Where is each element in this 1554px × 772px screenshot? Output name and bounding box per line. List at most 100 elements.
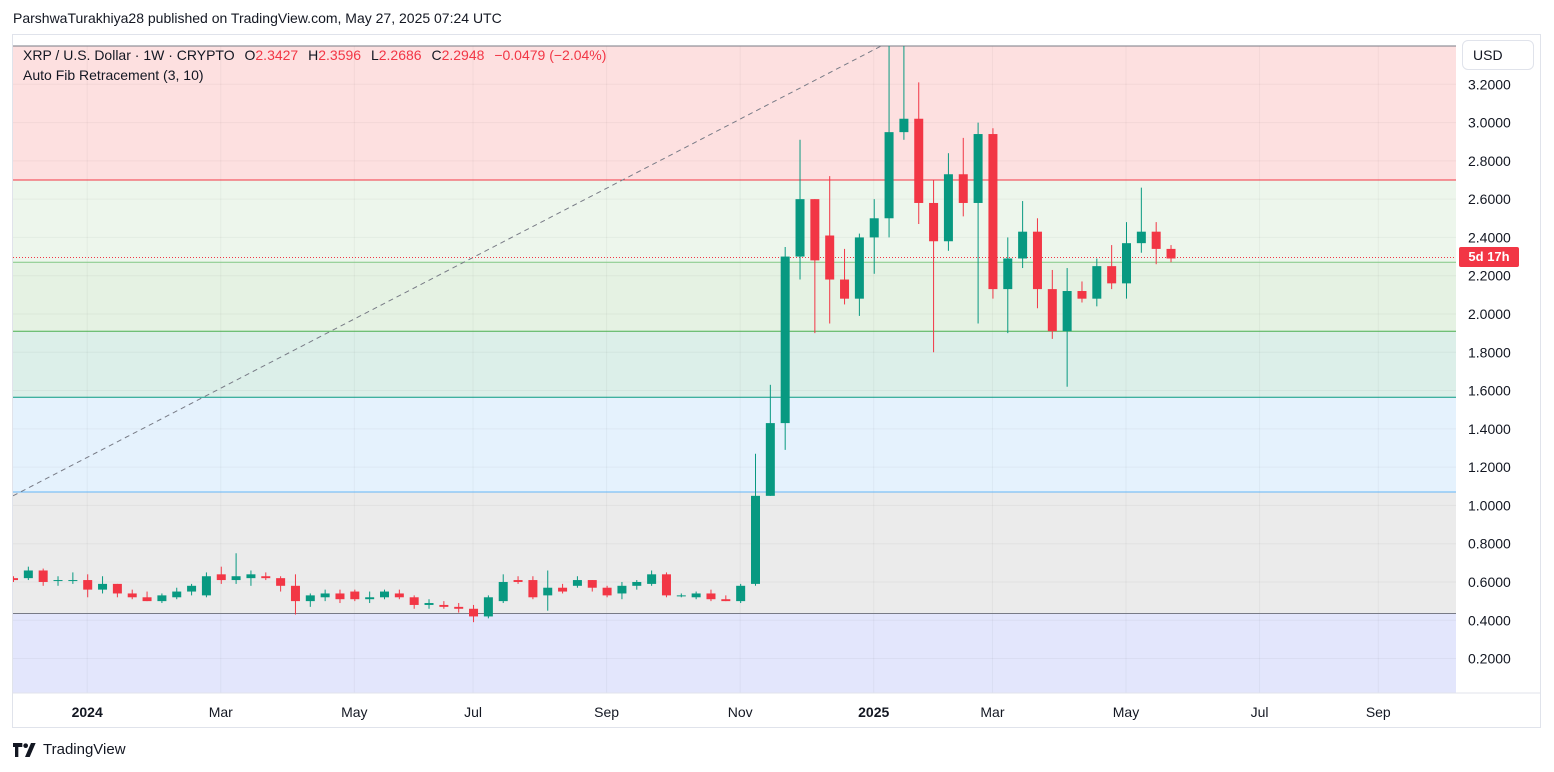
candle <box>572 576 582 588</box>
candle-body <box>840 279 850 299</box>
fib-level-lines <box>13 45 1456 615</box>
candle <box>706 589 716 602</box>
fib-zone <box>13 331 1456 398</box>
candle-body <box>380 591 389 598</box>
candle <box>795 139 805 280</box>
time-tick-label: May <box>1113 704 1139 720</box>
candle-body <box>290 585 300 602</box>
candle <box>424 599 434 609</box>
candle-body <box>1032 231 1042 290</box>
time-tick-label: Sep <box>1366 704 1391 720</box>
candle-body <box>350 591 360 600</box>
candle-body <box>276 578 286 586</box>
close-label: C <box>431 47 442 63</box>
candle-body <box>172 591 182 598</box>
price-tick-label: 1.8000 <box>1468 344 1511 360</box>
candle-body <box>454 606 464 609</box>
candle-body <box>424 603 434 605</box>
candle <box>973 122 983 324</box>
price-axis-bg <box>1456 35 1540 727</box>
candle <box>1107 245 1117 290</box>
candle-body <box>825 235 835 280</box>
low-label: L <box>370 47 379 63</box>
candle-body <box>409 597 419 605</box>
time-tick-label: Jul <box>464 704 482 720</box>
time-axis-bg <box>13 693 1540 727</box>
candle-body <box>335 593 345 600</box>
candle-body <box>1047 289 1057 332</box>
candle <box>958 137 968 217</box>
candle <box>1047 269 1057 339</box>
candle <box>558 583 568 594</box>
price-tick-label: 2.8000 <box>1468 153 1511 169</box>
candle <box>1062 268 1072 387</box>
high-label: H <box>308 47 319 63</box>
candle <box>587 580 597 592</box>
candle <box>1092 258 1102 307</box>
chart-canvas[interactable]: 3.2000 3.0000 2.8000 2.6000 2.4000 2.2000 2.00… <box>13 35 1540 727</box>
candle <box>98 576 108 594</box>
tradingview-brand[interactable]: TradingView <box>13 741 126 758</box>
candle-body <box>602 587 612 596</box>
candle <box>528 576 538 600</box>
candle-body <box>1151 231 1161 249</box>
candle <box>454 603 464 613</box>
candle-body <box>142 597 152 602</box>
price-tick-label: 3.2000 <box>1468 76 1511 92</box>
trendline <box>13 45 882 497</box>
candle <box>53 576 63 586</box>
symbol-label[interactable]: XRP / U.S. Dollar · 1W · CRYPTO <box>23 47 235 63</box>
price-tick-label: 2.4000 <box>1468 229 1511 245</box>
candle <box>721 595 731 602</box>
candle <box>780 246 790 450</box>
candle-body <box>914 118 924 203</box>
candle-body <box>632 581 642 586</box>
currency-button[interactable]: USD <box>1462 40 1534 70</box>
countdown-badge: 5d 17h <box>1459 247 1519 267</box>
candle <box>914 82 924 225</box>
price-tick-label: 0.4000 <box>1468 612 1511 628</box>
candles-series <box>13 46 1176 623</box>
candle-body <box>1122 243 1131 284</box>
candle <box>943 153 953 251</box>
fib-zone <box>13 492 1456 614</box>
candle-body <box>736 585 746 602</box>
candle-body <box>498 581 508 602</box>
candle <box>469 604 479 623</box>
change-value: −0.0479 (−2.04%) <box>494 47 607 63</box>
candle-body <box>1092 266 1102 299</box>
candle-body <box>1062 291 1072 332</box>
candle-body <box>13 578 18 581</box>
candle-body <box>98 583 108 590</box>
candle-body <box>23 570 33 579</box>
candle-body <box>721 599 731 602</box>
candle <box>1032 218 1042 309</box>
candle-body <box>68 580 78 582</box>
candle <box>691 591 701 600</box>
candle-body <box>439 604 449 607</box>
candle-body <box>676 595 686 597</box>
candle <box>112 583 122 598</box>
candle <box>142 591 152 602</box>
candle <box>13 576 18 582</box>
candle <box>394 589 404 600</box>
candle-body <box>795 199 805 257</box>
fib-zone <box>13 397 1456 493</box>
candle-body <box>1166 248 1176 259</box>
candle-body <box>231 576 241 581</box>
indicator-label[interactable]: Auto Fib Retracement (3, 10) <box>23 67 204 83</box>
candle-body <box>528 580 538 598</box>
candle-body <box>483 597 493 617</box>
publish-line: ParshwaTurakhiya28 published on TradingV… <box>13 10 502 26</box>
candle-body <box>216 574 226 581</box>
candle-body <box>1003 258 1013 290</box>
price-tick-label: 0.6000 <box>1468 574 1511 590</box>
candle <box>1077 281 1087 303</box>
price-tick-label: 1.6000 <box>1468 383 1511 399</box>
candle <box>187 583 197 596</box>
candle <box>736 583 746 604</box>
price-tick-label: 1.0000 <box>1468 497 1511 513</box>
candle-body <box>469 608 479 617</box>
price-tick-label: 0.8000 <box>1468 536 1511 552</box>
candle-body <box>305 595 315 602</box>
